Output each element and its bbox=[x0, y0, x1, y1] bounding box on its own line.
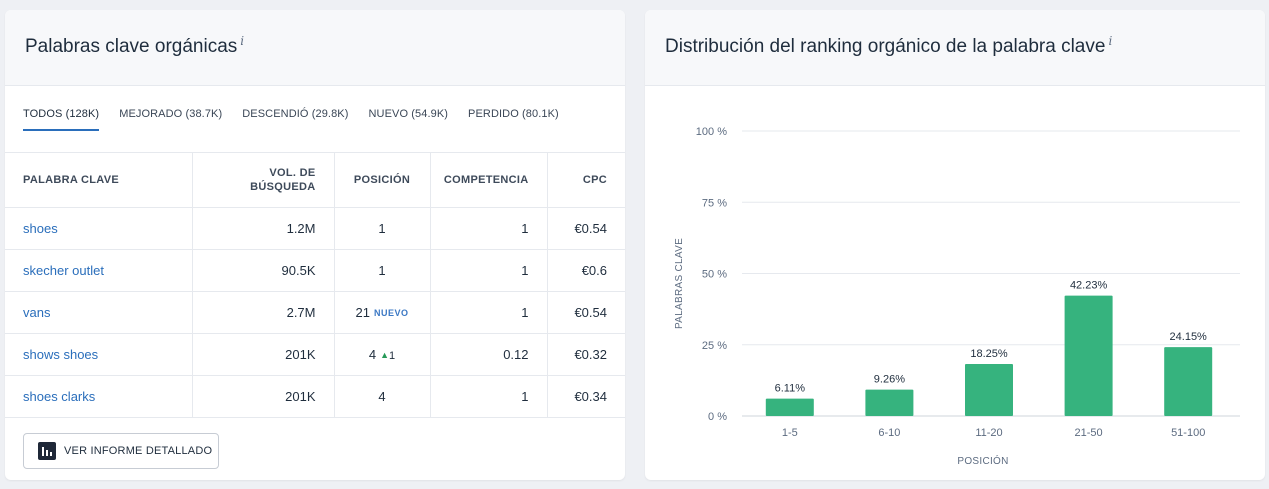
column-header-position[interactable]: POSICIÓN bbox=[333, 152, 430, 208]
cpc-cell: €0.34 bbox=[546, 375, 625, 418]
tab-nuevo[interactable]: NUEVO (54.9K) bbox=[368, 108, 449, 120]
x-axis-label: POSICIÓN bbox=[957, 454, 1008, 467]
data-label: 18.25% bbox=[970, 348, 1008, 360]
column-header-volume[interactable]: VOL. DE BÚSQUEDA bbox=[191, 152, 334, 208]
data-label: 42.23% bbox=[1070, 280, 1108, 292]
ranking-distribution-chart: 0 % 25 % 50 % 75 % 100 % PALABRAS CLAVE 6.11% 1… bbox=[674, 126, 1240, 467]
detailed-report-label: VER INFORME DETALLADO bbox=[64, 445, 213, 457]
position-value: 21 bbox=[355, 305, 370, 320]
position-value: 1 bbox=[378, 221, 386, 236]
y-tick-label: 0 % bbox=[708, 411, 727, 423]
tab-mejorado[interactable]: MEJORADO (38.7K) bbox=[119, 108, 223, 120]
tab-todos[interactable]: TODOS (128K) bbox=[23, 108, 100, 131]
competition-cell: 1 bbox=[429, 207, 547, 250]
volume-cell: 90.5K bbox=[191, 249, 334, 292]
volume-cell: 201K bbox=[191, 375, 334, 418]
keyword-filter-tabs: TODOS (128K) MEJORADO (38.7K) DESCENDIÓ … bbox=[23, 108, 559, 131]
bar bbox=[1164, 347, 1213, 416]
info-icon[interactable]: i bbox=[240, 34, 245, 48]
table-row: shoes clarks 201K 4 1 €0.34 bbox=[5, 375, 625, 418]
new-badge: NUEVO bbox=[373, 308, 409, 318]
position-cell: 4 ▲1 bbox=[333, 333, 430, 376]
position-cell: 1 bbox=[333, 249, 430, 292]
table-row: shows shoes 201K 4 ▲1 0.12 €0.32 bbox=[5, 333, 625, 376]
keywords-table: PALABRA CLAVE VOL. DE BÚSQUEDA POSICIÓN … bbox=[5, 152, 625, 418]
bar-chart-icon bbox=[38, 442, 56, 460]
y-tick-label: 25 % bbox=[702, 340, 727, 352]
position-change: 1 bbox=[389, 350, 396, 362]
y-tick-label: 75 % bbox=[702, 197, 727, 209]
bar bbox=[865, 389, 914, 416]
keyword-link[interactable]: shoes clarks bbox=[23, 389, 96, 404]
cpc-cell: €0.6 bbox=[546, 249, 625, 292]
keyword-link[interactable]: shows shoes bbox=[23, 347, 99, 362]
ranking-distribution-header: Distribución del ranking orgánico de la … bbox=[645, 10, 1265, 86]
position-value: 4 bbox=[368, 347, 377, 362]
column-header-cpc[interactable]: CPC bbox=[546, 152, 625, 208]
detailed-report-button[interactable]: VER INFORME DETALLADO bbox=[23, 433, 219, 469]
keyword-link[interactable]: skecher outlet bbox=[23, 263, 104, 278]
column-header-competition[interactable]: COMPETENCIA bbox=[429, 152, 547, 208]
data-label: 6.11% bbox=[775, 383, 806, 395]
competition-cell: 1 bbox=[429, 291, 547, 334]
y-axis-label: PALABRAS CLAVE bbox=[674, 238, 685, 329]
info-icon[interactable]: i bbox=[1108, 34, 1113, 48]
volume-cell: 2.7M bbox=[191, 291, 334, 334]
y-tick-label: 100 % bbox=[696, 126, 727, 138]
competition-cell: 1 bbox=[429, 249, 547, 292]
tab-descendio[interactable]: DESCENDIÓ (29.8K) bbox=[242, 108, 349, 120]
position-cell: 21 NUEVO bbox=[333, 291, 430, 334]
data-label: 24.15% bbox=[1170, 331, 1208, 343]
table-row: shoes 1.2M 1 1 €0.54 bbox=[5, 207, 625, 250]
x-tick-label: 11-20 bbox=[975, 427, 1002, 439]
x-tick-label: 51-100 bbox=[1171, 427, 1205, 439]
table-header-row: PALABRA CLAVE VOL. DE BÚSQUEDA POSICIÓN … bbox=[5, 152, 625, 208]
cpc-cell: €0.54 bbox=[546, 207, 625, 250]
up-arrow-icon: ▲ bbox=[380, 350, 390, 360]
bar bbox=[965, 363, 1013, 416]
position-cell: 1 bbox=[333, 207, 430, 250]
position-value: 1 bbox=[378, 263, 386, 278]
cpc-cell: €0.32 bbox=[546, 333, 625, 376]
volume-cell: 1.2M bbox=[191, 207, 334, 250]
organic-keywords-header: Palabras clave orgánicas i bbox=[5, 10, 625, 86]
x-tick-label: 21-50 bbox=[1075, 427, 1103, 439]
cpc-cell: €0.54 bbox=[546, 291, 625, 334]
tab-perdido[interactable]: PERDIDO (80.1K) bbox=[468, 108, 559, 120]
competition-cell: 0.12 bbox=[429, 333, 547, 376]
y-tick-label: 50 % bbox=[702, 269, 727, 281]
ranking-distribution-title: Distribución del ranking orgánico de la … bbox=[665, 36, 1106, 57]
bar bbox=[765, 398, 814, 416]
keyword-link[interactable]: vans bbox=[23, 305, 51, 320]
data-label: 9.26% bbox=[874, 374, 905, 386]
x-tick-label: 1-5 bbox=[782, 427, 798, 439]
table-row: vans 2.7M 21 NUEVO 1 €0.54 bbox=[5, 291, 625, 334]
bar bbox=[1064, 295, 1113, 416]
x-tick-label: 6-10 bbox=[878, 427, 900, 439]
volume-cell: 201K bbox=[191, 333, 334, 376]
keyword-link[interactable]: shoes bbox=[23, 221, 58, 236]
organic-keywords-title: Palabras clave orgánicas bbox=[25, 36, 238, 57]
ranking-distribution-card: Distribución del ranking orgánico de la … bbox=[645, 10, 1265, 480]
column-header-keyword[interactable]: PALABRA CLAVE bbox=[5, 152, 192, 208]
competition-cell: 1 bbox=[429, 375, 547, 418]
table-row: skecher outlet 90.5K 1 1 €0.6 bbox=[5, 249, 625, 292]
column-header-volume-line1: VOL. DE bbox=[269, 167, 316, 179]
position-value: 4 bbox=[378, 389, 386, 404]
organic-keywords-card: Palabras clave orgánicas i TODOS (128K) M… bbox=[5, 10, 625, 480]
position-cell: 4 bbox=[333, 375, 430, 418]
column-header-volume-line2: BÚSQUEDA bbox=[250, 181, 316, 193]
